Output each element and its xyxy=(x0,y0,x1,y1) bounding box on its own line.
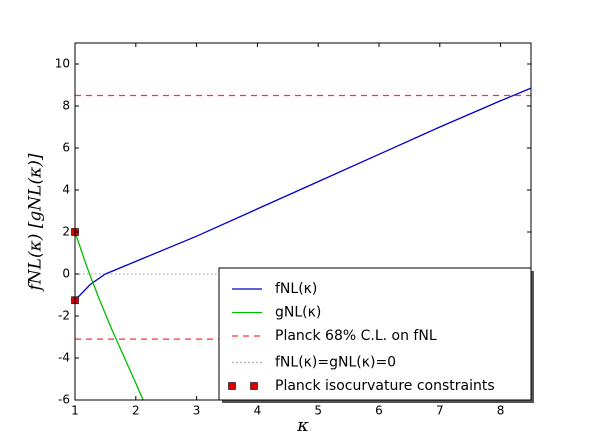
y-tick-label: 0 xyxy=(62,267,70,281)
series-line xyxy=(75,87,531,301)
legend-marker xyxy=(228,382,236,390)
y-tick-label: 10 xyxy=(55,57,70,71)
x-tick-label: 8 xyxy=(497,404,505,418)
y-tick-label: 4 xyxy=(62,183,70,197)
legend-label: fNL(κ) xyxy=(275,281,317,297)
x-tick-label: 6 xyxy=(375,404,383,418)
y-axis-label: fNL(κ) [gNL(κ)] xyxy=(26,153,46,292)
x-axis-label: κ xyxy=(296,415,309,436)
x-tick-label: 2 xyxy=(132,404,140,418)
series-line xyxy=(75,231,144,400)
legend-label: gNL(κ) xyxy=(275,305,321,321)
legend-marker xyxy=(250,382,258,390)
x-tick-label: 3 xyxy=(193,404,201,418)
x-tick-label: 7 xyxy=(436,404,444,418)
x-tick-label: 5 xyxy=(314,404,322,418)
y-tick-label: -2 xyxy=(58,309,70,323)
x-tick-label: 1 xyxy=(71,404,79,418)
legend-label: Planck isocurvature constraints xyxy=(275,378,495,394)
x-tick-label: 4 xyxy=(254,404,262,418)
y-tick-label: 6 xyxy=(62,141,70,155)
y-tick-label: -4 xyxy=(58,351,70,365)
y-tick-label: 2 xyxy=(62,225,70,239)
y-tick-label: -6 xyxy=(58,393,70,407)
y-tick-label: 8 xyxy=(62,99,70,113)
legend-label: Planck 68% C.L. on fNL xyxy=(275,328,437,344)
legend-label: fNL(κ)=gNL(κ)=0 xyxy=(275,355,396,371)
legend xyxy=(218,267,532,401)
